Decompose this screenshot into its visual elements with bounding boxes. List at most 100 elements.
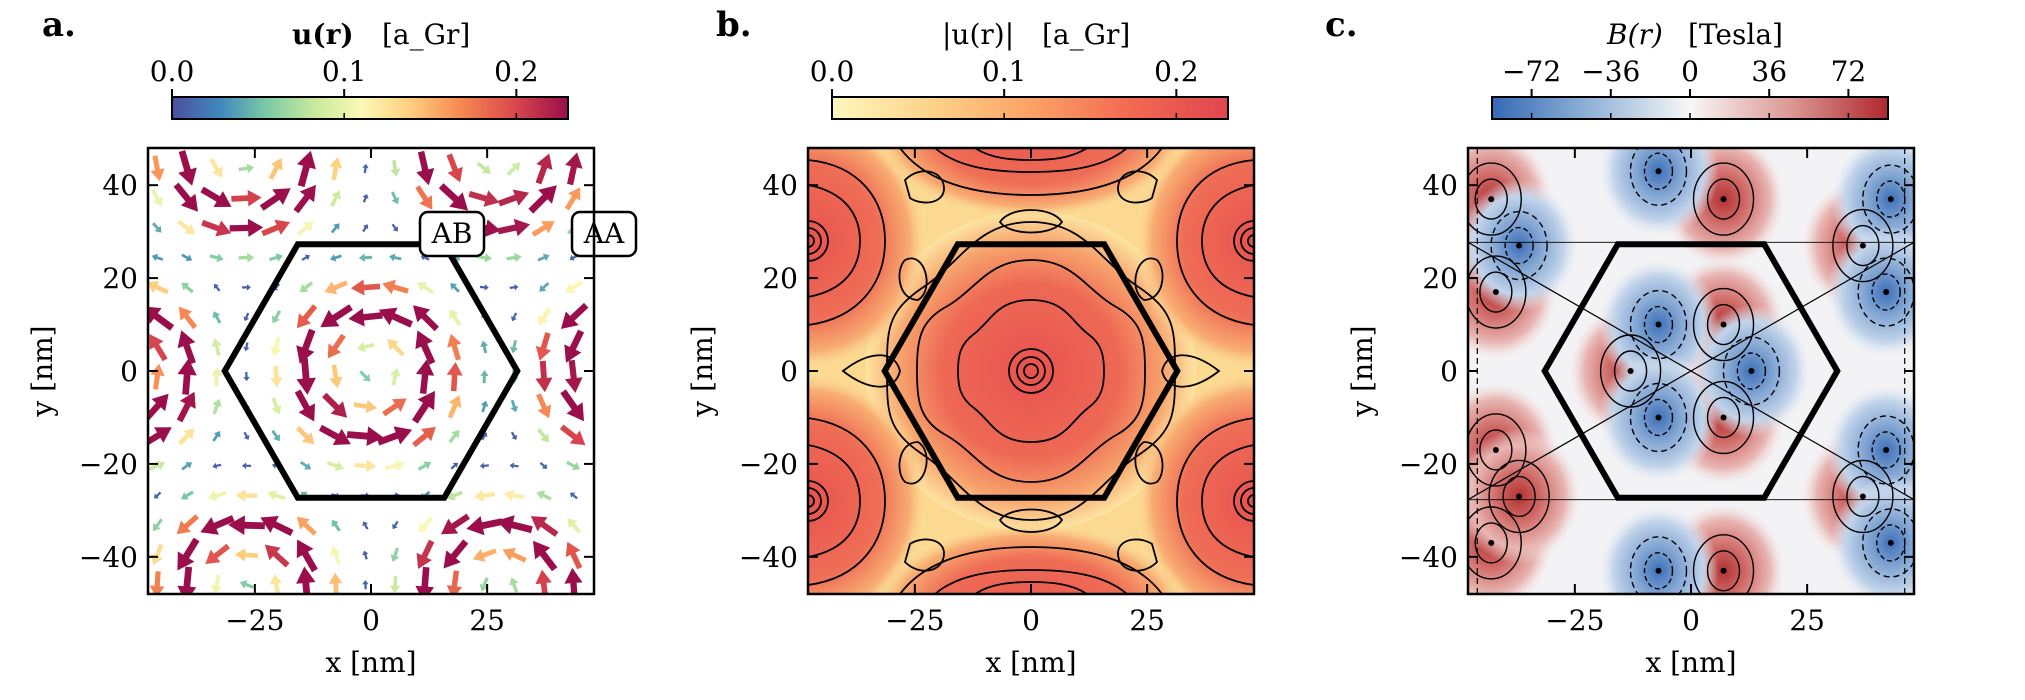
y-tick-label: −20 [79, 448, 138, 481]
ylabel-c: y [nm] [1346, 325, 1379, 417]
quiver-arrow [211, 367, 223, 387]
contour [1479, 271, 1513, 313]
quiver-arrow [148, 306, 175, 331]
quiver-arrow [362, 224, 369, 233]
y-tick-label: 0 [120, 355, 138, 388]
quiver-arrow [362, 163, 369, 174]
quiver-arrow [416, 282, 434, 295]
contour [1720, 196, 1727, 203]
ylabel-a: y [nm] [26, 325, 59, 417]
quiver-arrow [271, 310, 282, 324]
x-tick-label: 0 [1022, 604, 1040, 637]
y-tick-label: −40 [1399, 541, 1458, 574]
quiver-arrow [209, 158, 223, 178]
quiver-arrow [242, 284, 251, 291]
quiver-arrow [565, 280, 584, 293]
contour [1887, 539, 1894, 546]
quiver-arrow [354, 459, 377, 473]
quiver-arrow [297, 150, 316, 188]
colorbar-tick-label: 0 [1681, 55, 1699, 88]
quiver-arrow [535, 569, 552, 594]
quiver-arrow [243, 342, 250, 352]
quiver-arrow [297, 221, 314, 236]
quiver-arrow [326, 460, 345, 472]
x-tick-label: −25 [225, 604, 284, 637]
quiver-arrow [150, 155, 165, 182]
quiver-arrow [181, 253, 193, 262]
quiver-arrow [412, 426, 436, 448]
field-min [1598, 148, 1719, 238]
y-tick-label: −20 [739, 448, 798, 481]
quiver-arrow [329, 364, 343, 389]
quiver-arrow [362, 550, 369, 560]
quiver-arrow [389, 576, 401, 594]
quiver-arrow [296, 304, 318, 329]
quiver-arrow [296, 328, 316, 364]
quiver-arrow [468, 190, 500, 207]
quiver-arrow [506, 162, 521, 176]
quiver-arrow [498, 189, 530, 207]
colorbar-tick-label: −72 [1502, 55, 1561, 88]
quiver-arrow [152, 222, 162, 233]
contour [1655, 168, 1662, 175]
quiver-arrow [378, 307, 413, 328]
contour [1629, 536, 1688, 594]
field-min [1830, 476, 1914, 594]
quiver-arrow [392, 520, 399, 530]
contour [1629, 382, 1688, 453]
xlabel-a: x [nm] [325, 646, 416, 679]
quiver-arrow [356, 341, 375, 353]
quiver-arrow [441, 513, 470, 535]
quiver-arrow [413, 305, 439, 332]
quiver-arrow [181, 462, 192, 471]
quiver-arrow [417, 461, 432, 471]
svg-text:B(r): B(r) [1606, 18, 1663, 51]
quiver-arrow [269, 574, 283, 594]
svg-text:[a_Gr]: [a_Gr] [1042, 18, 1130, 51]
colorbar-title-a: u(r) [a_Gr] [292, 18, 470, 51]
quiver-arrow [177, 330, 196, 365]
contour [1871, 273, 1901, 311]
quiver-arrow [330, 254, 342, 262]
quiver-arrow [173, 182, 198, 212]
contour [1474, 522, 1508, 564]
x-tick-label: 0 [1682, 604, 1700, 637]
quiver-arrow [447, 490, 463, 501]
contour [1468, 413, 1527, 487]
quiver-arrow [201, 219, 232, 237]
quiver-arrow [533, 540, 558, 572]
contour [1706, 550, 1741, 592]
quiver-arrow [479, 462, 489, 470]
quiver-arrow [177, 219, 196, 235]
quiver-arrow [328, 572, 343, 594]
quiver-arrow [390, 547, 400, 562]
contour [1655, 567, 1662, 574]
colorbar-tick-label: −36 [1581, 55, 1640, 88]
quiver-arrow [446, 570, 463, 594]
quiver-arrow [559, 424, 586, 446]
quiver-arrow [476, 253, 492, 263]
quiver-arrow [353, 399, 377, 414]
y-tick-label: 20 [762, 262, 798, 295]
field-min [1598, 504, 1719, 594]
contour [1706, 303, 1741, 346]
contour [1883, 446, 1890, 453]
quiver-arrow [564, 329, 585, 363]
quiver-arrow [329, 157, 343, 181]
quiver-arrow [510, 312, 518, 322]
quiver-arrow [152, 518, 163, 532]
colorbar-tick-label: 72 [1831, 55, 1867, 88]
y-tick-label: −40 [79, 541, 138, 574]
quiver-arrow [450, 462, 458, 470]
quiver-arrow [535, 332, 551, 361]
svg-text:AB: AB [431, 217, 473, 250]
contour [1468, 162, 1522, 236]
contour [1504, 226, 1534, 265]
quiver-arrow [565, 541, 583, 570]
colorbar-b [831, 96, 1229, 120]
y-tick-label: −40 [739, 541, 798, 574]
quiver-arrow [382, 279, 409, 295]
quiver-arrow [148, 393, 169, 421]
contour [1502, 475, 1536, 518]
quiver-arrow [447, 333, 462, 361]
